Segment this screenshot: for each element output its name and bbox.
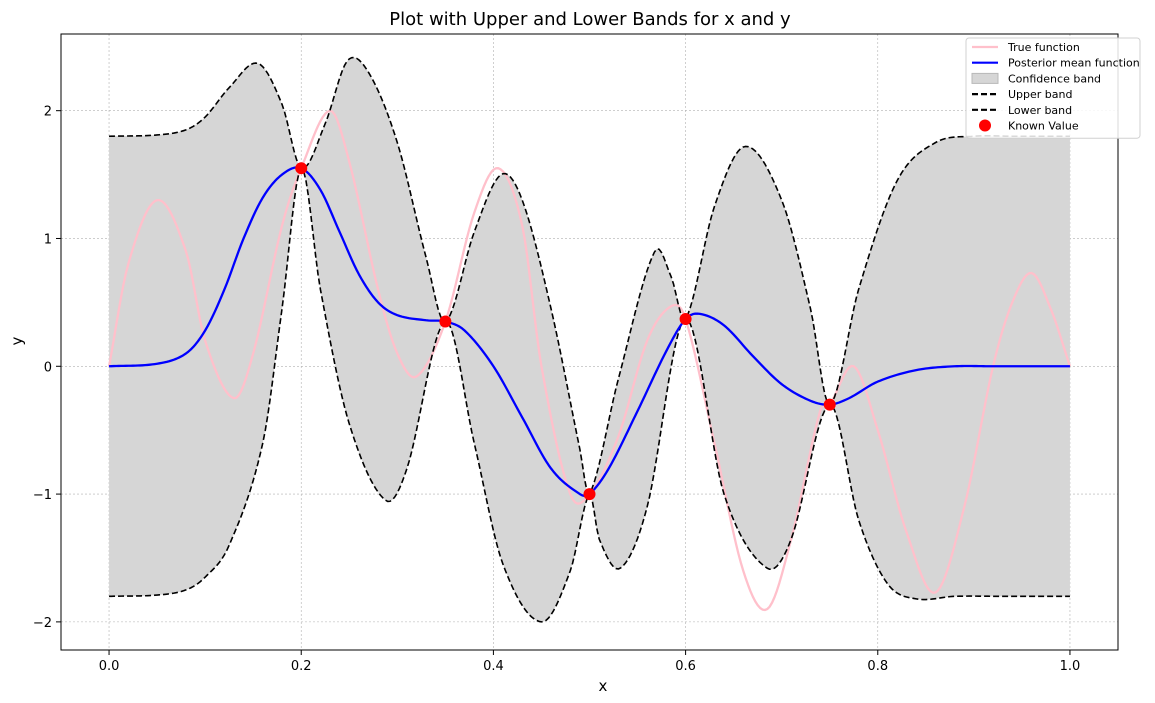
known-value-point — [583, 488, 596, 501]
y-axis-label: y — [8, 336, 26, 345]
y-tick-label: 0 — [44, 360, 52, 375]
x-axis: 0.0 0.2 0.4 0.6 0.8 1.0 — [99, 650, 1081, 674]
confidence-band-layer — [109, 57, 1070, 622]
known-value-point — [823, 398, 836, 411]
y-tick-label: −1 — [33, 488, 52, 503]
legend-entry-label: Confidence band — [1008, 72, 1101, 85]
legend-swatch-band — [971, 72, 999, 84]
x-tick-label: 0.8 — [867, 659, 888, 674]
x-axis-label: x — [599, 677, 608, 695]
known-points-layer — [295, 162, 836, 501]
y-tick-label: 2 — [44, 105, 52, 120]
y-axis: −2 −1 0 1 2 — [33, 105, 61, 631]
legend-entry-label: Lower band — [1008, 104, 1072, 117]
legend-entry-label: True function — [1007, 41, 1080, 54]
y-tick-label: −2 — [33, 616, 52, 631]
confidence-band — [109, 57, 1070, 622]
chart-title: Plot with Upper and Lower Bands for x an… — [389, 9, 791, 30]
legend-box — [965, 37, 1141, 139]
x-tick-label: 0.2 — [291, 659, 312, 674]
legend: True function Posterior mean function Conf… — [965, 37, 1141, 139]
plot-area — [60, 33, 1119, 651]
x-tick-label: 0.6 — [675, 659, 696, 674]
x-tick-label: 0.0 — [99, 659, 120, 674]
y-tick-label: 1 — [44, 232, 52, 247]
x-tick-label: 0.4 — [483, 659, 504, 674]
known-value-point — [439, 315, 452, 328]
legend-swatch-point — [979, 119, 991, 132]
x-tick-label: 1.0 — [1060, 659, 1081, 674]
known-value-point — [295, 162, 308, 175]
legend-entry-label: Upper band — [1008, 88, 1072, 101]
legend-entry-label: Known Value — [1008, 120, 1079, 133]
known-value-point — [679, 312, 692, 325]
legend-entry-label: Posterior mean function — [1008, 57, 1140, 70]
